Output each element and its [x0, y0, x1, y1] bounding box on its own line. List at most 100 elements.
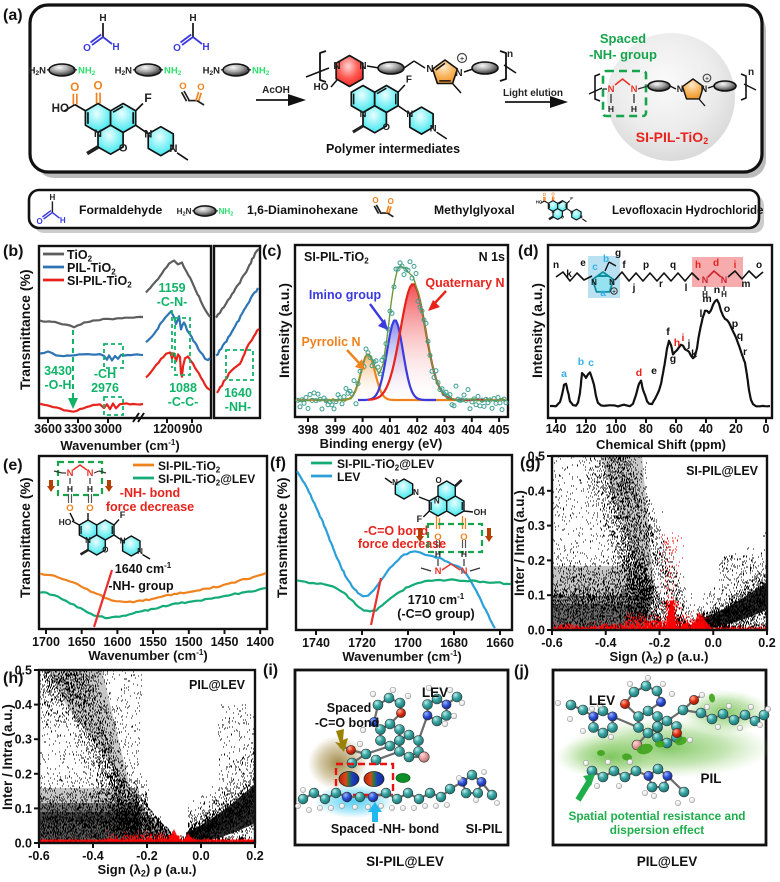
svg-text:900: 900: [182, 422, 203, 436]
svg-text:-CH: -CH: [94, 367, 116, 381]
svg-text:(j): (j): [514, 663, 529, 680]
svg-text:F: F: [120, 510, 126, 520]
svg-text:N: N: [413, 488, 419, 497]
svg-text:(g): (g): [520, 455, 540, 472]
svg-text:i: i: [682, 332, 685, 344]
svg-text:0: 0: [763, 422, 770, 436]
svg-text:1500: 1500: [175, 635, 203, 649]
svg-text:PIL-TiO2: PIL-TiO2: [67, 261, 116, 277]
svg-text:O: O: [436, 476, 442, 485]
svg-text:Wavenumber (cm-1): Wavenumber (cm-1): [60, 438, 179, 453]
svg-text:H: H: [189, 13, 196, 24]
svg-text:-NH- bond: -NH- bond: [120, 486, 180, 500]
svg-text:3000: 3000: [94, 422, 122, 436]
svg-text:SI-PIL@LEV: SI-PIL@LEV: [686, 464, 759, 478]
svg-text:(f): (f): [270, 455, 286, 472]
svg-text:1,6-Diaminohexane: 1,6-Diaminohexane: [247, 203, 358, 217]
svg-text:N: N: [144, 129, 152, 141]
svg-text:+: +: [705, 76, 709, 83]
svg-text:c: c: [592, 262, 598, 273]
svg-text:NH2: NH2: [219, 207, 234, 218]
svg-text:120: 120: [576, 422, 597, 436]
svg-text:SI-PIL-TiO2: SI-PIL-TiO2: [158, 459, 221, 475]
svg-text:0.4: 0.4: [528, 484, 545, 498]
svg-text:O: O: [383, 122, 390, 133]
svg-text:Transmittance (%): Transmittance (%): [17, 269, 33, 390]
svg-text:F: F: [417, 514, 423, 524]
svg-text:q: q: [670, 260, 676, 271]
svg-text:3430: 3430: [44, 364, 72, 378]
svg-text:80: 80: [639, 422, 653, 436]
svg-text:-0.2: -0.2: [136, 849, 158, 863]
svg-text:1159: 1159: [158, 281, 185, 295]
svg-text:+: +: [460, 56, 464, 63]
svg-text:g: g: [670, 353, 676, 365]
svg-text:TiO2: TiO2: [67, 248, 93, 264]
svg-text:O: O: [561, 214, 565, 219]
svg-text:1640 cm-1: 1640 cm-1: [115, 561, 172, 576]
svg-text:N 1s: N 1s: [479, 250, 505, 264]
svg-text:b: b: [603, 254, 609, 265]
svg-text:(e): (e): [3, 457, 23, 474]
svg-text:H2N: H2N: [29, 66, 47, 78]
svg-text:1640: 1640: [224, 386, 252, 400]
svg-text:-NH- group: -NH- group: [589, 47, 657, 62]
svg-text:Methylglyoxal: Methylglyoxal: [434, 203, 515, 217]
svg-text:Spaced: Spaced: [327, 701, 371, 715]
svg-text:N: N: [85, 536, 91, 545]
svg-text:f: f: [666, 326, 670, 338]
svg-text:N: N: [570, 209, 573, 214]
svg-text:100: 100: [606, 422, 627, 436]
svg-text:i: i: [734, 260, 737, 271]
svg-text:Levofloxacin Hydrochloride: Levofloxacin Hydrochloride: [612, 205, 763, 217]
svg-text:O: O: [179, 81, 186, 92]
svg-text:N: N: [551, 209, 554, 214]
svg-text:O: O: [173, 43, 181, 54]
svg-text:o: o: [756, 260, 762, 271]
svg-text:NH2: NH2: [164, 66, 182, 78]
svg-text:O: O: [83, 43, 91, 54]
svg-text:d: d: [636, 367, 642, 379]
svg-text:N: N: [591, 278, 597, 287]
svg-text:PIL: PIL: [700, 771, 721, 786]
svg-text:p: p: [643, 260, 649, 271]
svg-text:k: k: [566, 269, 572, 280]
svg-text:1700: 1700: [32, 635, 60, 649]
svg-text:60: 60: [669, 422, 683, 436]
svg-text:j: j: [632, 283, 636, 294]
svg-text:Pyrrolic N: Pyrrolic N: [301, 335, 360, 349]
svg-text:r: r: [659, 279, 663, 290]
svg-text:H: H: [99, 13, 106, 24]
svg-text:-0.6: -0.6: [28, 849, 50, 863]
svg-text:SI-PIL-TiO2: SI-PIL-TiO2: [67, 274, 132, 290]
svg-text:403: 403: [434, 423, 455, 437]
svg-text:l: l: [700, 308, 703, 320]
svg-text:SI-PIL-TiO2@LEV: SI-PIL-TiO2@LEV: [337, 457, 434, 473]
svg-text:1600: 1600: [103, 635, 131, 649]
svg-text:0.2: 0.2: [246, 849, 263, 863]
svg-text:-C-C-: -C-C-: [168, 395, 199, 409]
svg-text:0.1: 0.1: [15, 802, 32, 816]
svg-text:m: m: [742, 279, 751, 290]
svg-text:N: N: [137, 547, 143, 556]
svg-text:N: N: [406, 109, 413, 120]
svg-text:(i): (i): [263, 662, 278, 679]
svg-text:1720: 1720: [348, 636, 376, 650]
svg-text:SI-PIL: SI-PIL: [466, 821, 503, 836]
svg-text:f: f: [622, 260, 626, 271]
svg-text:(c): (c): [262, 243, 282, 260]
svg-text:a: a: [600, 288, 606, 299]
svg-text:0.0: 0.0: [192, 849, 209, 863]
svg-text:-C-N-: -C-N-: [157, 295, 188, 309]
svg-text:H: H: [721, 290, 727, 299]
svg-text:d: d: [713, 258, 719, 269]
svg-text:0.3: 0.3: [528, 519, 545, 533]
svg-text:O: O: [372, 196, 378, 205]
svg-text:n: n: [748, 67, 754, 78]
svg-text:N: N: [721, 275, 728, 285]
svg-text:n: n: [714, 284, 720, 296]
svg-text:N: N: [435, 566, 442, 577]
svg-text:N: N: [94, 128, 102, 140]
svg-text:OH: OH: [474, 507, 487, 517]
svg-text:401: 401: [379, 423, 400, 437]
